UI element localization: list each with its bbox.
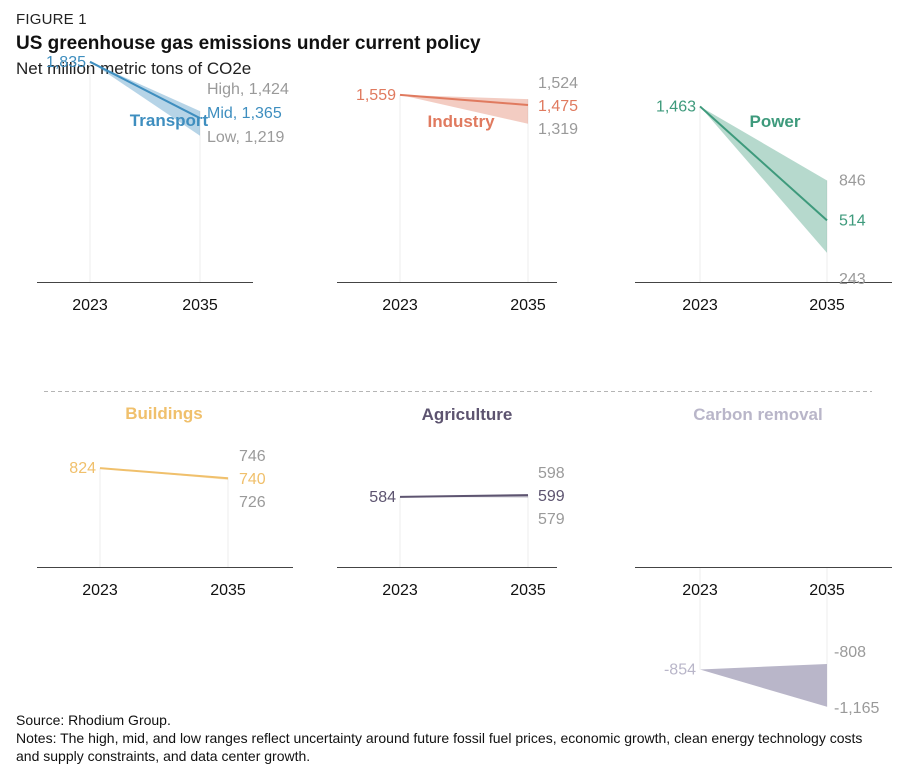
carbon_removal-tick-2035: 2035 [809, 582, 845, 599]
buildings-label-2023: 824 [69, 460, 96, 477]
agriculture-tick-2035: 2035 [510, 582, 546, 599]
transport-label-high: High, 1,424 [207, 81, 289, 98]
transport-label-mid: Mid, 1,365 [207, 105, 282, 122]
carbon_removal-label-high: -808 [834, 644, 866, 661]
industry-title: Industry [427, 112, 495, 131]
agriculture-label-low: 579 [538, 511, 565, 528]
transport-title: Transport [130, 111, 209, 130]
buildings-mid-line [99, 467, 229, 480]
transport-label-low: Low, 1,219 [207, 129, 285, 146]
carbon_removal-label-low: -1,165 [834, 700, 879, 717]
source-note: Source: Rhodium Group. [16, 712, 171, 728]
carbon_removal-tick-2023: 2023 [682, 582, 718, 599]
agriculture-tick-2023: 2023 [382, 582, 418, 599]
transport-tick-2023: 2023 [72, 297, 108, 314]
power-label-2023: 1,463 [656, 98, 696, 115]
power-label-high: 846 [839, 172, 866, 189]
figure-title: US greenhouse gas emissions under curren… [16, 33, 481, 54]
industry-label-2023: 1,559 [356, 87, 396, 104]
power-label-low: 243 [839, 271, 866, 288]
carbon_removal-label-2023: -854 [664, 661, 696, 678]
power-tick-2023: 2023 [682, 297, 718, 314]
transport-tick-2035: 2035 [182, 297, 218, 314]
power-label-mid: 514 [839, 212, 866, 229]
buildings-title: Buildings [125, 404, 202, 423]
notes-text: Notes: The high, mid, and low ranges ref… [16, 730, 863, 764]
figure-label: FIGURE 1 [16, 11, 87, 28]
buildings-tick-2023: 2023 [82, 582, 118, 599]
power-tick-2035: 2035 [809, 297, 845, 314]
buildings-label-low: 726 [239, 494, 266, 511]
agriculture-mid-line [399, 494, 529, 498]
industry-label-mid: 1,475 [538, 98, 578, 115]
agriculture-label-mid: 599 [538, 488, 565, 505]
carbon_removal-range-band [700, 663, 827, 707]
transport-label-2023: 1,835 [46, 54, 86, 71]
industry-label-low: 1,319 [538, 121, 578, 138]
power-range-band [700, 106, 827, 253]
power-title: Power [749, 112, 800, 131]
transport-range-band [90, 61, 200, 136]
agriculture-title: Agriculture [422, 405, 513, 424]
industry-tick-2023: 2023 [382, 297, 418, 314]
power-mid-line [699, 105, 828, 222]
industry-mid-line [399, 93, 529, 106]
agriculture-label-high: 598 [538, 465, 565, 482]
transport-mid-line [89, 60, 201, 120]
agriculture-label-2023: 584 [369, 489, 396, 506]
industry-label-high: 1,524 [538, 75, 578, 92]
industry-tick-2035: 2035 [510, 297, 546, 314]
buildings-label-mid: 740 [239, 471, 266, 488]
carbon_removal-title: Carbon removal [693, 405, 822, 424]
buildings-label-high: 746 [239, 448, 266, 465]
buildings-tick-2035: 2035 [210, 582, 246, 599]
figure-subtitle: Net million metric tons of CO2e [16, 59, 252, 78]
